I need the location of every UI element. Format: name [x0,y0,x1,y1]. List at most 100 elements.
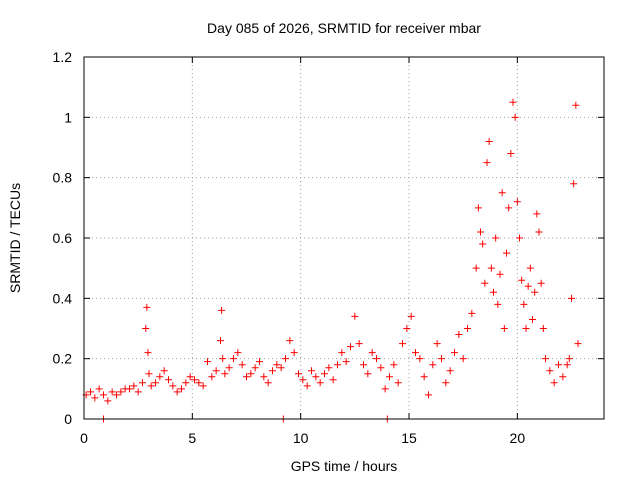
data-point [416,355,424,363]
x-tick-label: 20 [510,430,526,446]
data-point [152,379,159,387]
data-point [513,198,521,206]
data-point [316,379,324,387]
data-point [555,361,562,369]
data-point [234,349,242,357]
data-point [572,101,580,109]
data-point [204,358,211,366]
data-point [500,325,508,332]
data-point [87,388,94,396]
data-point [329,376,337,384]
data-point [277,364,285,372]
data-point [474,204,482,212]
data-point [381,385,389,393]
data-point [503,249,510,257]
data-point [178,385,185,393]
data-point [351,312,359,320]
data-point [570,180,578,188]
data-point [221,370,229,378]
data-point [425,391,432,399]
data-point [446,367,454,375]
data-point [559,373,567,381]
data-point [487,264,495,272]
data-point [134,388,142,396]
data-point [269,367,276,375]
data-point [225,364,233,372]
data-point [113,391,120,399]
data-point [165,376,172,384]
data-point [160,367,168,375]
data-point [139,379,146,387]
data-point [243,373,250,381]
axis-ticks: 0 0.2 0.4 0.6 0.8 1 1.2 0 5 10 15 20 [53,49,604,446]
data-point [130,382,138,390]
data-point [563,361,571,369]
data-point [496,270,504,278]
data-point [373,355,380,363]
data-point [451,349,458,357]
data-point [260,373,268,381]
y-tick-label: 0.6 [53,230,73,246]
data-point [295,370,302,378]
data-point [498,189,506,197]
x-tick-label: 5 [188,430,196,446]
data-point [347,343,354,351]
data-point [459,355,467,363]
data-point [377,364,385,372]
data-point [412,349,419,357]
data-point [312,373,320,381]
data-point [117,388,125,396]
data-point [394,379,402,387]
x-tick-label: 10 [293,430,309,446]
data-point [472,264,480,272]
data-point [505,204,513,212]
data-point [282,355,289,363]
data-point [568,294,575,302]
data-point [104,397,112,405]
data-points [82,98,582,423]
data-point [368,349,376,357]
data-point [217,337,224,345]
data-point [546,367,554,375]
x-tick-label: 0 [80,430,88,446]
data-point [338,349,346,357]
data-point [390,361,398,369]
data-point [334,361,341,369]
data-point [142,325,150,332]
data-point [539,325,547,332]
data-point [169,382,177,390]
y-tick-label: 1.2 [53,49,73,65]
data-point [182,379,190,387]
data-point [303,382,311,390]
data-point [516,234,523,242]
data-point [360,361,367,369]
data-point [299,376,307,384]
plot-frame [83,56,605,420]
data-point [429,361,437,369]
data-point [509,98,517,106]
data-point [325,364,333,372]
chart-title: Day 085 of 2026, SRMTID for receiver mba… [207,20,481,36]
data-point [355,340,363,348]
data-point [537,279,545,287]
data-point [520,300,528,308]
data-point [399,340,406,348]
data-point [479,240,487,248]
data-point [191,376,198,384]
y-tick-label: 0.2 [53,351,73,367]
data-point [533,210,541,218]
y-tick-label: 0.8 [53,170,73,186]
data-point [212,367,220,375]
data-point [156,373,164,381]
data-point [574,340,582,348]
data-point [490,288,497,296]
data-point [143,303,151,311]
data-point [126,385,133,393]
data-point [199,382,207,390]
data-point [186,373,194,381]
data-point [550,379,558,387]
data-point [95,385,103,393]
data-point [526,264,534,272]
data-point [342,358,350,366]
